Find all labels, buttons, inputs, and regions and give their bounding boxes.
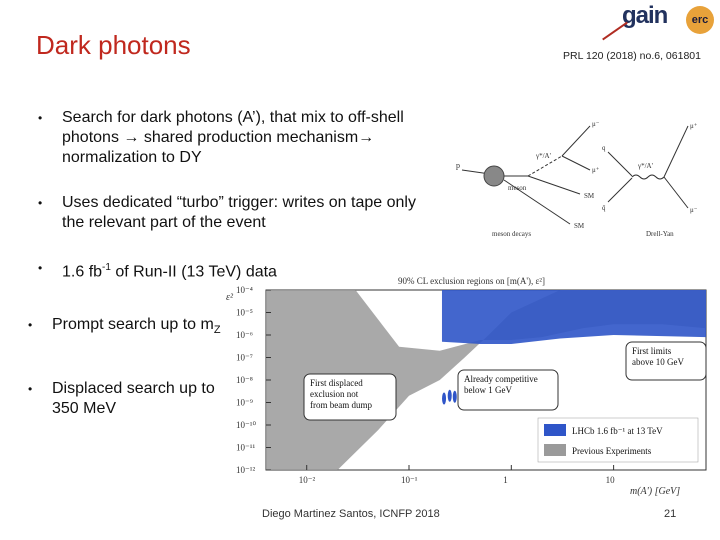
bullet-dot: • xyxy=(28,318,33,332)
label-gamma-left: γ*/A' xyxy=(535,152,551,160)
sm-line-2 xyxy=(503,179,571,225)
x-tick-label-0: 10⁻² xyxy=(299,475,316,485)
bullet-dot: • xyxy=(28,382,33,396)
label-mu-minus-left: μ⁻ xyxy=(592,120,600,128)
bullet-text: 1.6 fb-1 of Run-II (13 TeV) data xyxy=(62,258,277,282)
area-series-1 xyxy=(441,290,706,344)
feynman-drell-yan-diagram: γ*/A' μ⁺ μ⁻ q q̄ Drell-Yan xyxy=(602,122,698,238)
y-tick-label-8: 10⁻¹² xyxy=(236,465,255,475)
label-meson: meson xyxy=(508,184,527,192)
bullet-text-sub: Z xyxy=(213,324,221,337)
x-tick-label-2: 1 xyxy=(503,475,508,485)
y-tick-label-3: 10⁻⁷ xyxy=(236,353,253,363)
legend-swatch-0 xyxy=(544,424,566,436)
x-tick-label-1: 10⁻¹ xyxy=(401,475,418,485)
muon-plus-line xyxy=(561,155,591,171)
slide-title: Dark photons xyxy=(36,30,191,60)
area-series-0 xyxy=(266,290,706,470)
label-mu-plus-left: μ⁺ xyxy=(592,166,600,174)
y-tick-label-6: 10⁻¹⁰ xyxy=(236,420,256,430)
x-axis-label: m(A') [GeV] xyxy=(630,486,680,497)
bullet-text-main: Prompt search up to m xyxy=(52,316,214,333)
bullet-text: Prompt search up to mZ xyxy=(52,315,221,340)
label-mu-plus-right: μ⁺ xyxy=(690,122,698,130)
feynman-diagrams: p γ*/A' μ⁻ μ⁺ meson SM SM meson decays γ… xyxy=(456,120,698,238)
bullet-text: Uses dedicated “turbo” trigger: writes o… xyxy=(62,194,416,231)
muon-minus-line-right xyxy=(663,176,689,209)
bullet-text-main: 1.6 fb xyxy=(62,263,103,281)
sm-line-1 xyxy=(527,175,581,195)
annotation-box-0 xyxy=(303,373,397,421)
bullet-dot: • xyxy=(38,261,43,275)
label-mu-minus-right: μ⁻ xyxy=(690,206,698,214)
exclusion-chart: 90% CL exclusion regions on [m(A'), ε²] … xyxy=(226,276,707,497)
annotation-text-1-1: below 1 GeV xyxy=(464,385,512,395)
proton-blob xyxy=(483,165,505,187)
bullet-text: Search for dark photons (A’), that mix t… xyxy=(62,109,404,166)
chart-legend: LHCb 1.6 fb⁻¹ at 13 TeV Previous Experime… xyxy=(537,417,699,463)
caption-meson-decays: meson decays xyxy=(492,230,531,238)
y-tick-label-7: 10⁻¹¹ xyxy=(236,443,255,453)
displaced-island-1 xyxy=(447,389,452,402)
feynman-meson-diagram: p γ*/A' μ⁻ μ⁺ meson SM SM meson decays xyxy=(456,120,600,238)
bullet-dot: • xyxy=(38,111,43,125)
displaced-island-0 xyxy=(442,392,447,405)
footer-text: Diego Martinez Santos, ICNFP 2018 xyxy=(262,508,440,520)
muon-plus-line-right xyxy=(663,125,689,178)
logo-swoosh xyxy=(602,21,628,41)
reference-text: PRL 120 (2018) no.6, 061801 xyxy=(563,50,701,62)
annotation-text-0-2: from beam dump xyxy=(310,400,372,410)
label-p: p xyxy=(456,161,460,170)
quark-line xyxy=(607,151,633,177)
label-sm-2: SM xyxy=(574,222,585,230)
annotation-text-1-0: Already competitive xyxy=(464,374,538,384)
y-tick-label-0: 10⁻⁴ xyxy=(236,285,253,295)
legend-swatch-1 xyxy=(544,444,566,456)
label-qbar: q̄ xyxy=(602,204,606,212)
photon-wavy-line xyxy=(631,174,665,180)
annotation-box-1 xyxy=(457,369,559,411)
axes: 10⁻⁴ 10⁻⁵ 10⁻⁶ 10⁻⁷ 10⁻⁸ 10⁻⁹ 10⁻¹⁰ 10⁻¹¹ 10⁻¹² 1… xyxy=(236,285,615,485)
x-tick-label-3: 10 xyxy=(606,475,616,485)
annotation-text-0-0: First displaced xyxy=(310,378,363,388)
page-number: 21 xyxy=(664,508,677,520)
legend-label-0: LHCb 1.6 fb⁻¹ at 13 TeV xyxy=(572,426,663,436)
annotation-box-2 xyxy=(625,341,707,381)
annotation-text-0-1: exclusion not xyxy=(310,389,359,399)
y-tick-label-4: 10⁻⁸ xyxy=(236,375,253,385)
gain-logo: gain xyxy=(622,2,668,29)
annotation-text-2-0: First limits xyxy=(632,346,672,356)
bullet-dot: • xyxy=(38,196,43,210)
bullet-text: Displaced search up to 350 MeV xyxy=(52,380,215,417)
antiquark-line xyxy=(607,177,633,203)
caption-drell-yan: Drell-Yan xyxy=(646,230,674,238)
photon-line xyxy=(527,155,563,177)
legend-label-1: Previous Experiments xyxy=(572,446,652,456)
displaced-island-2 xyxy=(452,390,457,403)
muon-minus-line xyxy=(561,125,591,157)
erc-logo: erc xyxy=(686,6,714,34)
bullet-text-sup: -1 xyxy=(102,262,111,273)
bullet-text-rest: of Run-II (13 TeV) data xyxy=(110,263,277,281)
y-tick-label-2: 10⁻⁶ xyxy=(236,330,253,340)
y-axis-label: ε² xyxy=(226,292,234,303)
label-sm-1: SM xyxy=(584,192,595,200)
label-gamma-right: γ*/A' xyxy=(637,162,653,170)
chart-title: 90% CL exclusion regions on [m(A'), ε²] xyxy=(398,276,545,286)
annotation-text-2-1: above 10 GeV xyxy=(632,357,684,367)
y-tick-label-5: 10⁻⁹ xyxy=(236,398,253,408)
y-tick-label-1: 10⁻⁵ xyxy=(236,308,253,318)
label-q: q xyxy=(602,144,606,152)
